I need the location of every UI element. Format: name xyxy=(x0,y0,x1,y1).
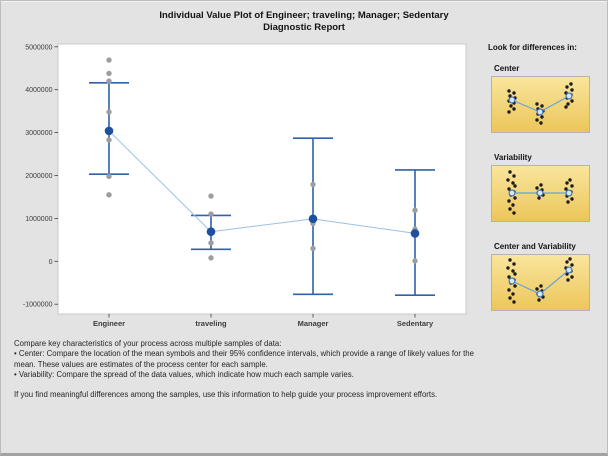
mean-symbol-Manager xyxy=(308,214,318,224)
data-points-Engineer xyxy=(106,57,112,198)
y-tick-label: 1000000 xyxy=(25,216,52,223)
report-guidance-text: Compare key characteristics of your proc… xyxy=(14,339,477,400)
x-category-label: Engineer xyxy=(93,319,125,328)
y-tick-label: 5000000 xyxy=(25,44,52,51)
y-tick-label: 0 xyxy=(49,259,53,266)
individual-value-plot: 5000000 4000000 3000000 2000000 1000000 0 -100… xyxy=(23,43,467,328)
panel-label-1: Variability xyxy=(494,153,532,162)
guidance-intro: Compare key characteristics of your proc… xyxy=(14,339,282,348)
sidebar-header: Look for differences in: xyxy=(488,43,577,52)
y-tick-label: 3000000 xyxy=(25,130,52,137)
panel-label-2: Center and Variability xyxy=(494,242,576,251)
guidance-outro: If you find meaningful differences among… xyxy=(14,390,438,400)
mean-connect-line xyxy=(108,130,416,234)
mean-symbol-Engineer xyxy=(104,126,114,136)
guidance-bullets: • Center: Compare the location of the me… xyxy=(14,349,477,380)
mean-symbol-Sedentary xyxy=(410,229,420,238)
y-tick-label: 2000000 xyxy=(25,173,52,180)
title-line-2: Diagnostic Report xyxy=(263,22,345,33)
title-line-1: Individual Value Plot of Engineer; trave… xyxy=(159,10,449,21)
panel-thumbnail-2 xyxy=(491,254,590,311)
panel-thumbnail-0 xyxy=(491,76,590,133)
panel-label-0: Center xyxy=(494,64,520,73)
y-tick-label: -1000000 xyxy=(23,302,53,309)
guidance-bullet-item: • Variability: Compare the spread of the… xyxy=(14,369,354,379)
x-category-label: traveling xyxy=(195,319,227,328)
x-category-label: Manager xyxy=(298,319,329,328)
mean-symbol-traveling xyxy=(206,227,216,236)
x-category-label: Sedentary xyxy=(397,319,434,328)
look-for-differences-sidebar: Look for differences in: Center Variabili… xyxy=(488,43,606,311)
guidance-bullet-item: • Center: Compare the location of the me… xyxy=(14,349,474,369)
page-title: Individual Value Plot of Engineer; trave… xyxy=(1,10,607,34)
sidebar-panels: Center Variability Center and Variability xyxy=(488,64,606,311)
panel-thumbnail-1 xyxy=(491,165,590,222)
y-tick-label: 4000000 xyxy=(25,87,52,94)
